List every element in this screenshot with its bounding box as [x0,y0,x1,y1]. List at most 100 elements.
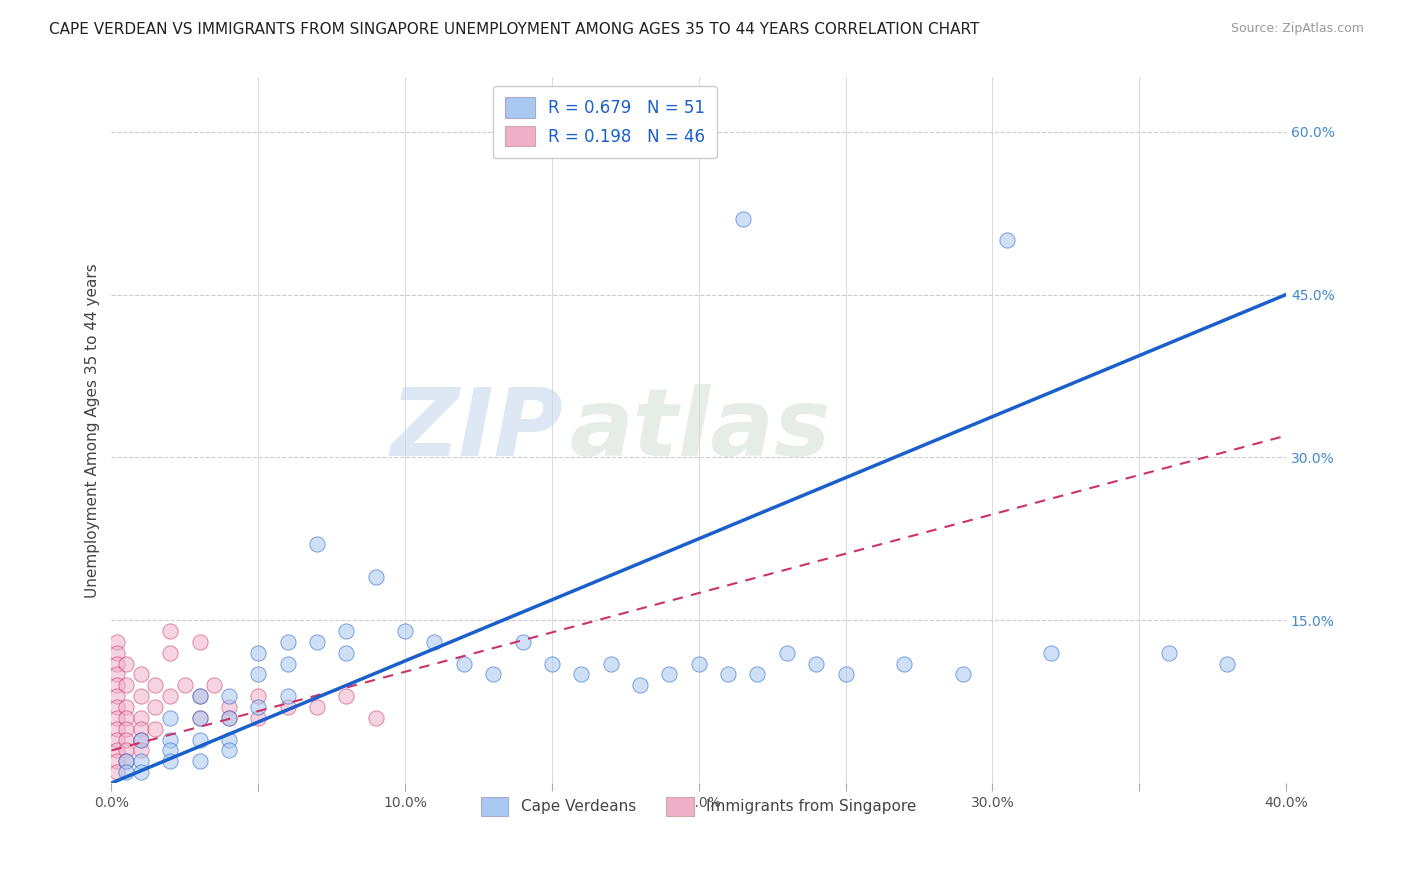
Legend: Cape Verdeans, Immigrants from Singapore: Cape Verdeans, Immigrants from Singapore [472,788,925,825]
Point [247,689,270,703]
Point [305,700,328,714]
Point [105,732,128,747]
Point [364,711,387,725]
Point [145,722,167,736]
Point [188,689,211,703]
Text: CAPE VERDEAN VS IMMIGRANTS FROM SINGAPORE UNEMPLOYMENT AMONG AGES 35 TO 44 YEARS: CAPE VERDEAN VS IMMIGRANTS FROM SINGAPOR… [49,22,980,37]
Point [305,635,328,649]
Point [277,657,299,671]
Point [218,689,240,703]
Point [658,667,681,681]
Point [218,743,240,757]
Point [247,711,270,725]
Point [115,722,138,736]
Point [129,743,152,757]
Point [105,646,128,660]
Point [1216,657,1239,671]
Point [277,700,299,714]
Point [247,700,270,714]
Y-axis label: Unemployment Among Ages 35 to 44 years: Unemployment Among Ages 35 to 44 years [86,263,100,598]
Point [105,743,128,757]
Point [188,711,211,725]
Point [105,657,128,671]
Point [218,711,240,725]
Point [541,657,564,671]
Point [105,689,128,703]
Point [115,678,138,692]
Point [747,667,769,681]
Point [247,667,270,681]
Point [159,646,181,660]
Point [129,732,152,747]
Point [115,711,138,725]
Point [893,657,915,671]
Point [599,657,621,671]
Point [423,635,446,649]
Point [115,657,138,671]
Point [159,743,181,757]
Point [512,635,534,649]
Point [115,700,138,714]
Point [277,689,299,703]
Point [159,755,181,769]
Point [173,678,195,692]
Point [277,635,299,649]
Point [129,755,152,769]
Point [218,711,240,725]
Point [105,678,128,692]
Point [105,667,128,681]
Point [145,678,167,692]
Point [129,667,152,681]
Point [159,732,181,747]
Point [159,711,181,725]
Point [569,667,592,681]
Point [145,700,167,714]
Point [129,722,152,736]
Point [188,755,211,769]
Point [188,689,211,703]
Point [129,765,152,780]
Point [364,570,387,584]
Point [628,678,651,692]
Point [129,732,152,747]
Point [188,732,211,747]
Point [129,689,152,703]
Point [247,646,270,660]
Point [335,689,357,703]
Point [105,635,128,649]
Point [717,667,740,681]
Point [105,722,128,736]
Point [1157,646,1180,660]
Point [188,711,211,725]
Point [688,657,710,671]
Point [804,657,827,671]
Point [115,765,138,780]
Point [202,678,225,692]
Point [952,667,974,681]
Point [188,635,211,649]
Point [105,700,128,714]
Point [115,755,138,769]
Text: Source: ZipAtlas.com: Source: ZipAtlas.com [1230,22,1364,36]
Point [995,233,1018,247]
Point [731,211,754,226]
Point [1040,646,1063,660]
Point [453,657,475,671]
Point [115,732,138,747]
Point [394,624,416,638]
Point [115,755,138,769]
Point [482,667,505,681]
Text: ZIP: ZIP [391,384,564,476]
Point [105,711,128,725]
Point [129,711,152,725]
Text: atlas: atlas [569,384,831,476]
Point [115,743,138,757]
Point [159,624,181,638]
Point [218,700,240,714]
Point [776,646,799,660]
Point [218,732,240,747]
Point [305,537,328,551]
Point [105,755,128,769]
Point [335,646,357,660]
Point [335,624,357,638]
